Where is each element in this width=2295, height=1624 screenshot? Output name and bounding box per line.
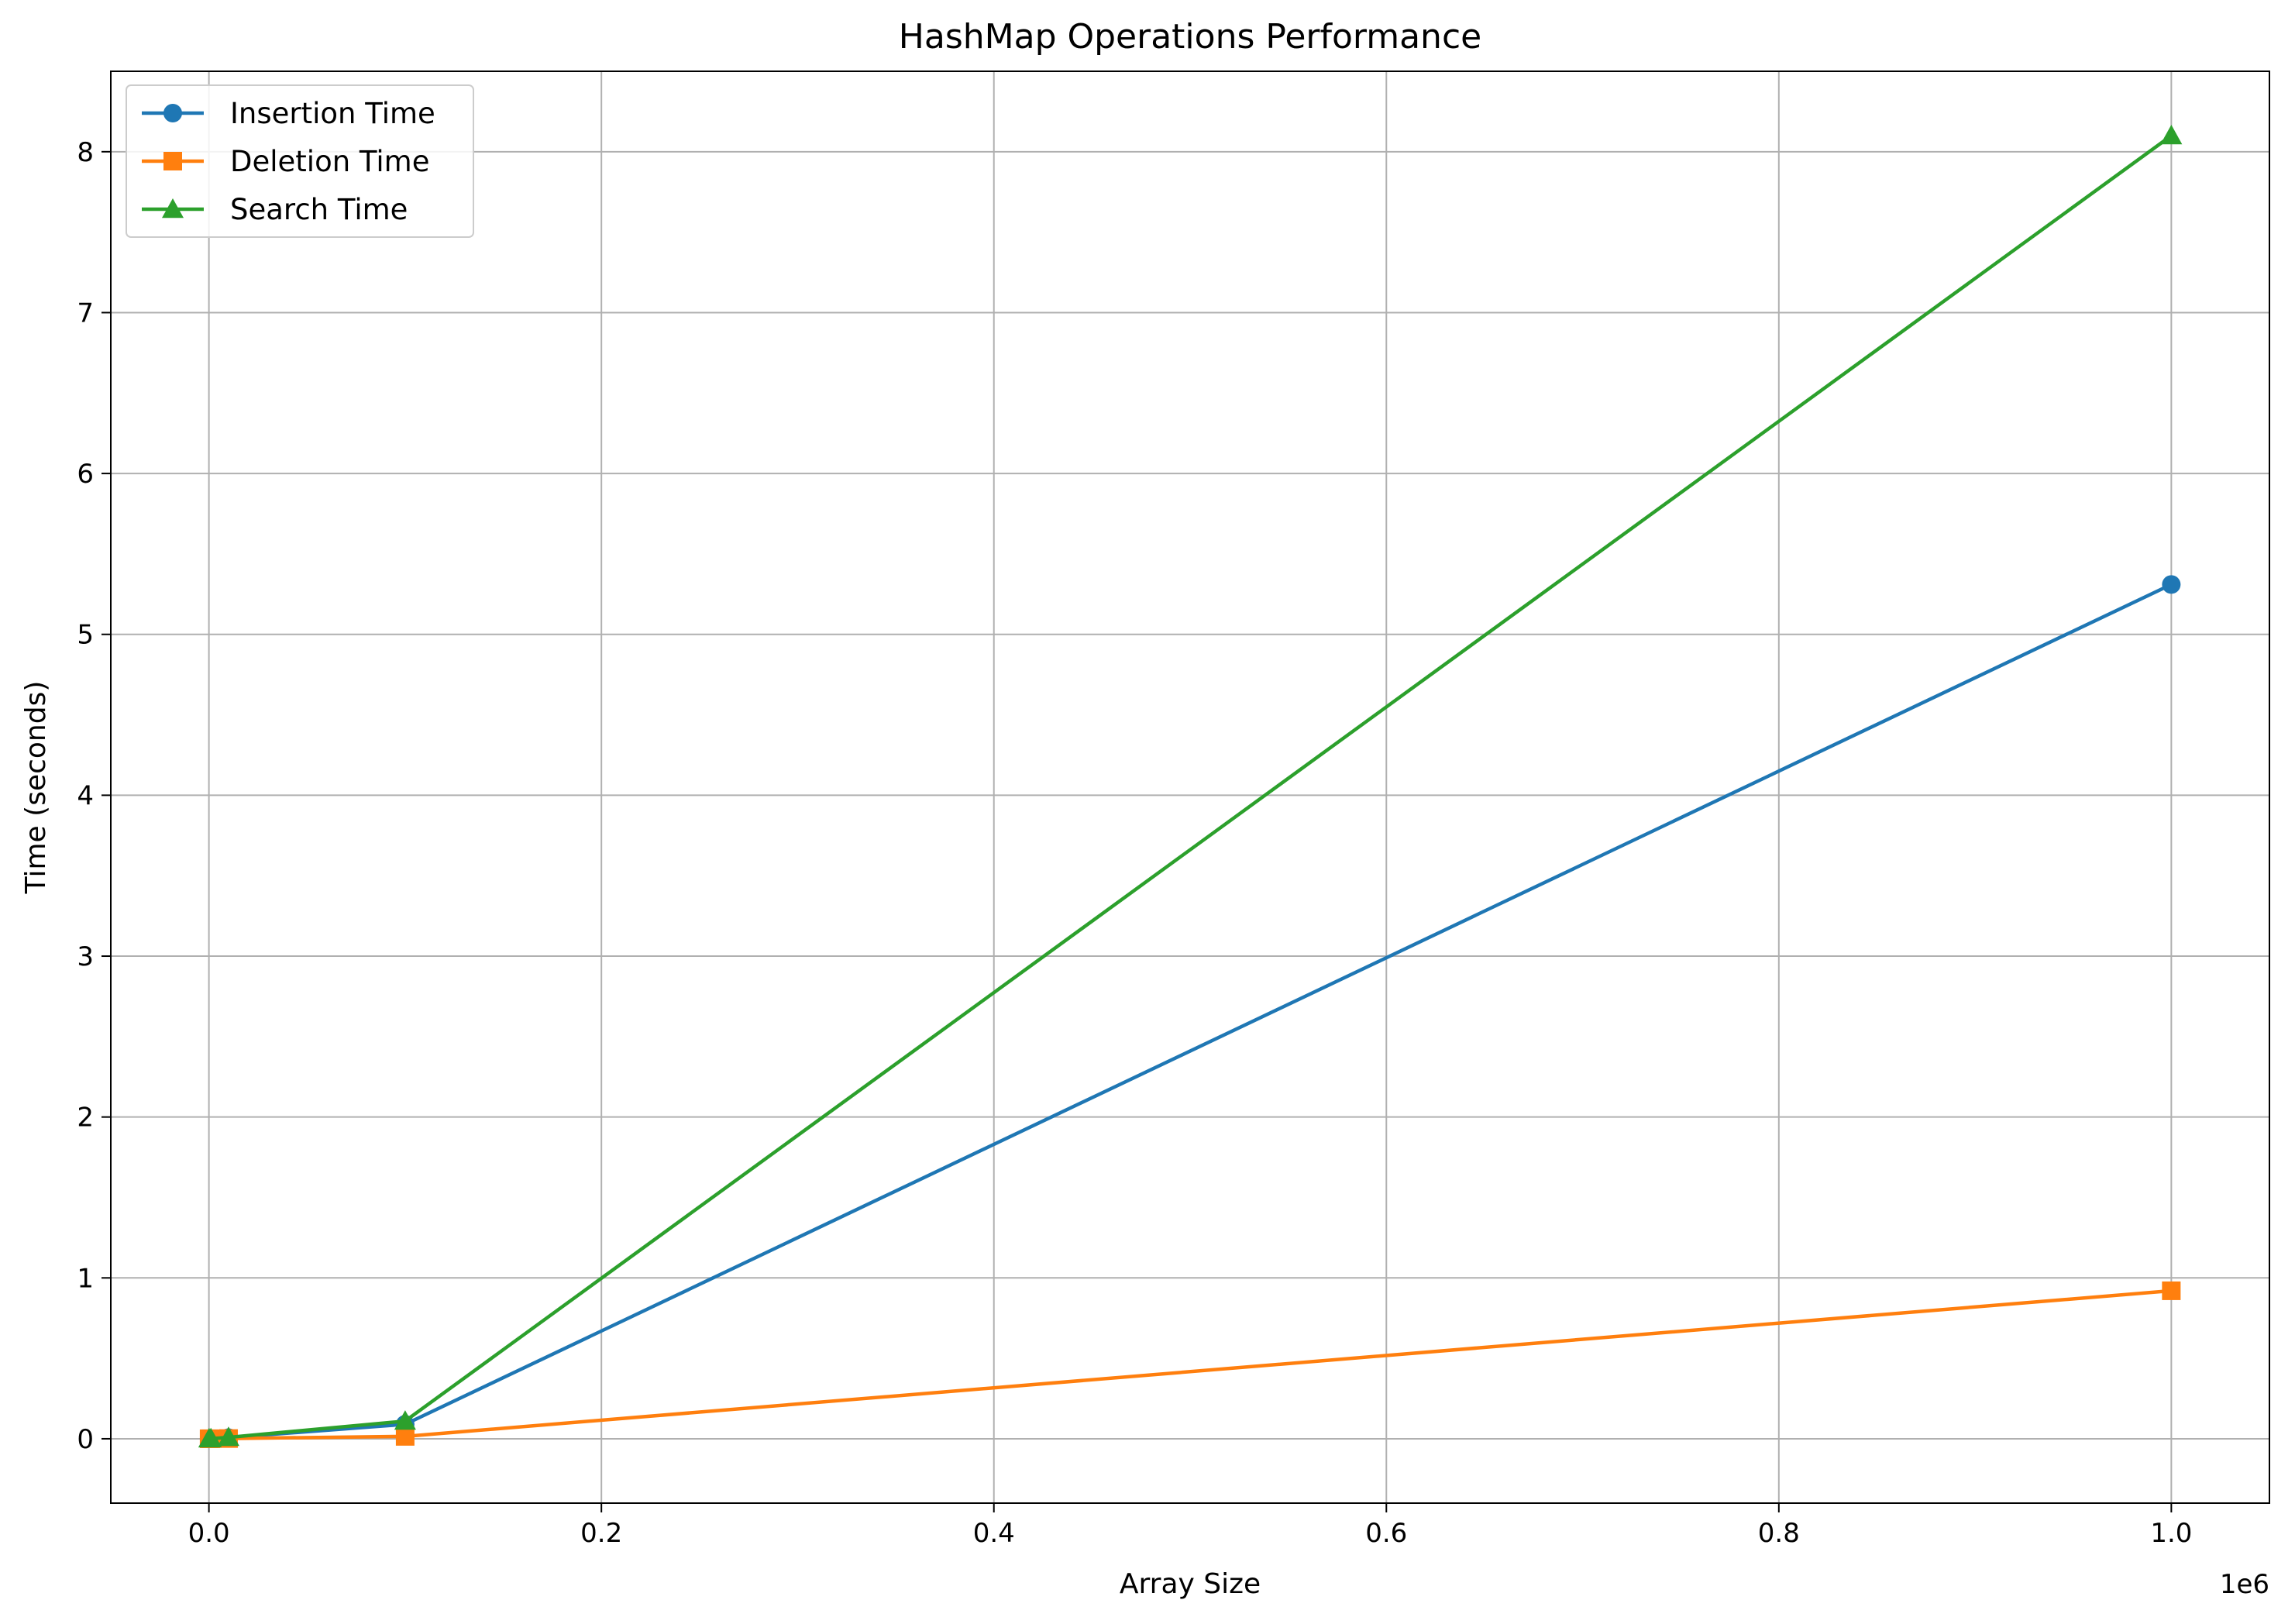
legend-label: Search Time — [230, 193, 408, 226]
data-point-search-time — [217, 1426, 239, 1447]
y-tick-label: 8 — [77, 137, 94, 168]
series-search-time — [198, 125, 2183, 1448]
series-line-search-time — [208, 134, 2173, 1441]
legend-item-search-time: Search Time — [142, 193, 408, 226]
axis-ticks: 0.0 0.2 0.4 0.6 0.8 1.0 0 1 2 3 4 5 6 7 8 — [77, 137, 2192, 1549]
x-tick-label: 0.4 — [973, 1518, 1015, 1549]
legend-marker — [163, 104, 182, 122]
data-point-deletion-time — [395, 1426, 415, 1446]
y-axis-title: Time (seconds) — [20, 681, 52, 895]
y-tick-label: 3 — [77, 941, 94, 972]
x-tick-label: 0.2 — [580, 1518, 622, 1549]
y-tick-label: 5 — [77, 620, 94, 651]
legend-marker — [163, 152, 182, 170]
series-line-insertion-time — [208, 583, 2173, 1441]
legend: Insertion Time Deletion Time Search Time — [126, 84, 474, 238]
y-tick-label: 6 — [77, 459, 94, 490]
legend-marker — [162, 198, 184, 218]
legend-label: Deletion Time — [230, 145, 429, 178]
chart-title: HashMap Operations Performance — [899, 17, 1481, 57]
x-tick-label: 0.0 — [188, 1518, 230, 1549]
series-line-deletion-time — [208, 1289, 2172, 1441]
y-tick-label: 7 — [77, 298, 94, 329]
x-tick-label: 0.6 — [1365, 1518, 1407, 1549]
x-axis-offset-label: 1e6 — [2220, 1569, 2269, 1600]
data-point-search-time — [2160, 125, 2183, 145]
legend-item-insertion-time: Insertion Time — [142, 97, 435, 130]
legend-label: Insertion Time — [230, 97, 435, 130]
grid — [111, 71, 2269, 1503]
legend-item-deletion-time: Deletion Time — [142, 145, 429, 178]
plot-series — [198, 125, 2183, 1448]
y-tick-label: 4 — [77, 780, 94, 811]
data-point-search-time — [394, 1410, 416, 1430]
x-tick-label: 1.0 — [2150, 1518, 2192, 1549]
data-point-deletion-time — [2162, 1281, 2181, 1300]
data-point-insertion-time — [2162, 575, 2181, 594]
data-point-search-time — [200, 1427, 222, 1447]
y-tick-label: 0 — [77, 1424, 94, 1455]
plot-frame — [110, 71, 2270, 1504]
series-deletion-time — [199, 1281, 2181, 1448]
y-tick-label: 1 — [77, 1263, 94, 1294]
legend-box — [126, 84, 474, 238]
series-insertion-time — [199, 575, 2181, 1448]
x-tick-label: 0.8 — [1758, 1518, 1800, 1549]
x-axis-title: Array Size — [1120, 1568, 1261, 1600]
y-tick-label: 2 — [77, 1103, 94, 1134]
